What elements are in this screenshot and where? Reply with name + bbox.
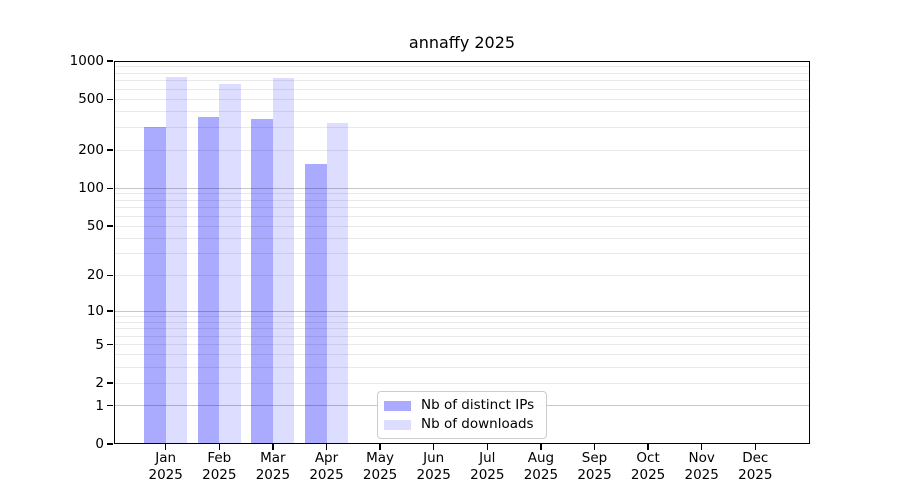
y-tick xyxy=(107,98,113,101)
x-tick xyxy=(379,444,381,450)
gridline-minor xyxy=(114,111,810,113)
y-tick-label: 20 xyxy=(86,267,104,284)
x-tick xyxy=(593,444,596,450)
bar-distinct-ips-jan xyxy=(144,127,166,444)
y-tick-label: 0 xyxy=(95,436,104,452)
y-tick xyxy=(107,310,113,312)
bar-downloads-jan xyxy=(165,76,188,444)
gridline-minor xyxy=(114,237,810,239)
x-tick xyxy=(540,444,542,450)
legend: Nb of distinct IPs Nb of downloads xyxy=(377,391,548,439)
x-tick-label: Oct 2025 xyxy=(630,450,666,483)
x-tick-label: Apr 2025 xyxy=(309,450,344,483)
legend-row-distinct-ips: Nb of distinct IPs xyxy=(384,396,534,415)
x-tick-label: Feb 2025 xyxy=(202,450,237,483)
gridline-minor xyxy=(114,354,810,356)
y-tick xyxy=(107,274,113,276)
bar-downloads-apr xyxy=(326,122,348,444)
gridline-minor xyxy=(114,225,810,227)
y-tick xyxy=(107,382,113,384)
x-tick xyxy=(218,444,220,450)
gridline-minor xyxy=(114,88,810,90)
gridline-minor xyxy=(114,199,810,201)
y-tick-label: 2 xyxy=(95,375,104,392)
x-tick-label: Nov 2025 xyxy=(684,450,719,483)
gridline-minor xyxy=(114,215,810,217)
gridline-minor xyxy=(114,382,810,384)
legend-swatch-distinct-ips xyxy=(384,400,411,411)
bar-distinct-ips-feb xyxy=(197,116,220,444)
x-tick xyxy=(433,444,435,450)
gridline-minor xyxy=(114,127,810,129)
y-tick xyxy=(107,149,113,151)
x-tick xyxy=(325,444,328,450)
x-tick xyxy=(165,444,167,450)
legend-label-downloads: Nb of downloads xyxy=(421,416,534,432)
x-tick-label: Sep 2025 xyxy=(577,450,612,483)
gridline-minor xyxy=(114,193,810,195)
bar-distinct-ips-mar xyxy=(251,118,273,444)
y-tick-label: 200 xyxy=(78,142,104,158)
gridline-minor xyxy=(114,98,810,100)
gridline-minor xyxy=(114,274,810,276)
x-tick-label: Mar 2025 xyxy=(255,450,291,483)
x-tick xyxy=(272,444,274,450)
gridline-minor xyxy=(114,335,810,337)
gridline-minor xyxy=(114,366,810,368)
bar-downloads-mar xyxy=(272,78,295,444)
y-tick-label: 5 xyxy=(95,336,104,353)
x-tick xyxy=(701,444,703,450)
bar-distinct-ips-apr xyxy=(305,163,327,444)
legend-row-downloads: Nb of downloads xyxy=(384,415,534,434)
legend-label-distinct-ips: Nb of distinct IPs xyxy=(421,397,535,413)
gridline-minor xyxy=(114,321,810,323)
y-tick-label: 500 xyxy=(78,91,104,108)
x-tick xyxy=(486,444,488,450)
x-tick xyxy=(754,444,756,450)
y-tick xyxy=(107,187,113,189)
gridline-minor xyxy=(114,328,810,330)
y-tick xyxy=(107,60,113,62)
y-tick xyxy=(107,225,113,227)
x-tick xyxy=(647,444,649,450)
y-tick-label: 1000 xyxy=(69,53,104,69)
bar-downloads-feb xyxy=(219,83,241,444)
y-tick-label: 50 xyxy=(86,218,104,235)
gridline-minor xyxy=(114,72,810,74)
gridline-minor xyxy=(114,66,810,68)
x-tick-label: Jan 2025 xyxy=(148,450,183,483)
gridline-major xyxy=(114,310,810,312)
gridline-minor xyxy=(114,253,810,255)
x-tick-label: Aug 2025 xyxy=(523,450,559,483)
y-tick xyxy=(107,404,113,407)
y-tick xyxy=(107,443,113,445)
gridline-minor xyxy=(114,344,810,346)
gridline-minor xyxy=(114,80,810,82)
y-tick-label: 100 xyxy=(78,180,104,197)
y-tick xyxy=(107,344,113,346)
gridline-minor xyxy=(114,149,810,151)
gridline-minor xyxy=(114,315,810,317)
plot-area: Nb of distinct IPs Nb of downloads xyxy=(114,61,810,444)
gridline-major xyxy=(114,187,810,189)
legend-swatch-downloads xyxy=(384,419,411,430)
x-tick-label: Dec 2025 xyxy=(738,450,773,483)
x-tick-label: Jun 2025 xyxy=(416,450,451,483)
y-tick-label: 10 xyxy=(86,303,104,320)
y-tick-label: 1 xyxy=(95,397,104,414)
gridline-minor xyxy=(114,207,810,209)
chart-title: annaffy 2025 xyxy=(408,33,516,52)
x-tick-label: May 2025 xyxy=(362,450,398,483)
x-tick-label: Jul 2025 xyxy=(470,450,505,483)
